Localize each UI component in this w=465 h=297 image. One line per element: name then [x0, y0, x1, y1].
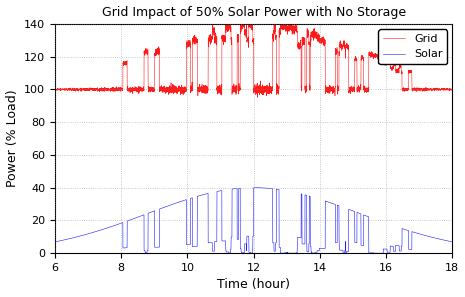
Solar: [349, 208, 354, 212]
Line: Solar: Solar: [55, 188, 452, 253]
Grid: [450, 88, 455, 91]
Legend: Grid, Solar: Grid, Solar: [379, 29, 447, 64]
Solar: [374, 251, 380, 255]
Grid: [52, 88, 58, 91]
Line: Grid: Grid: [55, 18, 452, 97]
Solar: [52, 240, 58, 244]
Y-axis label: Power (% Load): Power (% Load): [6, 90, 19, 187]
Grid: [204, 87, 210, 91]
Grid: [311, 32, 316, 35]
Grid: [255, 95, 260, 99]
Grid: [349, 89, 354, 92]
X-axis label: Time (hour): Time (hour): [217, 279, 290, 291]
Solar: [204, 192, 210, 195]
Grid: [240, 16, 246, 20]
Solar: [251, 186, 256, 189]
Solar: [291, 251, 296, 255]
Solar: [124, 219, 130, 223]
Solar: [379, 251, 385, 255]
Grid: [124, 87, 130, 91]
Solar: [450, 240, 455, 244]
Solar: [311, 251, 316, 255]
Grid: [291, 24, 296, 28]
Title: Grid Impact of 50% Solar Power with No Storage: Grid Impact of 50% Solar Power with No S…: [102, 6, 406, 18]
Grid: [379, 57, 385, 61]
